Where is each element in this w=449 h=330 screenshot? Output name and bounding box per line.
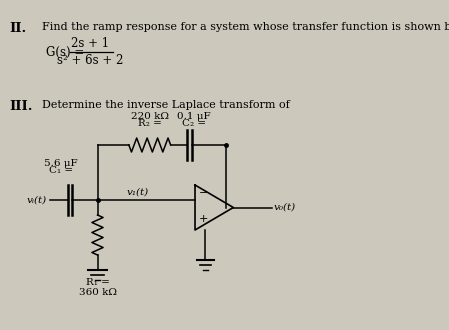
Text: +: + xyxy=(198,214,208,224)
Text: R₂ =: R₂ = xyxy=(138,119,162,128)
Text: −: − xyxy=(198,188,208,198)
Text: 2s + 1: 2s + 1 xyxy=(71,37,110,50)
Text: III.: III. xyxy=(10,100,33,113)
Text: 220 kΩ: 220 kΩ xyxy=(131,112,169,121)
Text: vᵢ(t): vᵢ(t) xyxy=(26,195,46,205)
Text: 5.6 μF: 5.6 μF xyxy=(44,159,77,168)
Text: C₁ =: C₁ = xyxy=(48,166,73,175)
Text: G(s) =: G(s) = xyxy=(46,46,84,58)
Text: II.: II. xyxy=(10,22,27,35)
Text: v₁(t): v₁(t) xyxy=(127,188,149,197)
Text: C₂ =: C₂ = xyxy=(181,119,206,128)
Text: 360 kΩ: 360 kΩ xyxy=(79,288,116,297)
Text: Find the ramp response for a system whose transfer function is shown below.: Find the ramp response for a system whos… xyxy=(42,22,449,32)
Text: R₁ =: R₁ = xyxy=(86,278,110,287)
Text: 0.1 μF: 0.1 μF xyxy=(177,112,211,121)
Text: Determine the inverse Laplace transform of: Determine the inverse Laplace transform … xyxy=(42,100,290,110)
Text: s² + 6s + 2: s² + 6s + 2 xyxy=(57,54,124,67)
Text: v₀(t): v₀(t) xyxy=(274,203,296,212)
